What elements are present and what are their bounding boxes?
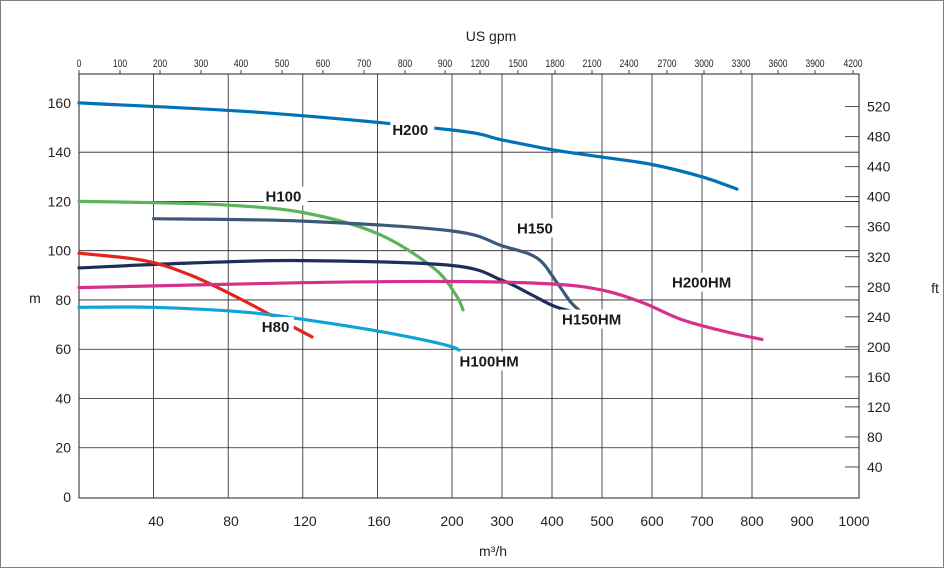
left-axis-tick-label: 140 bbox=[48, 144, 72, 160]
top-axis-tick-label: 1500 bbox=[508, 58, 528, 70]
top-axis-tick-label: 2700 bbox=[657, 58, 677, 70]
right-axis-tick-label: 200 bbox=[867, 339, 891, 355]
left-axis-ticks: 160 140 120 100 80 60 40 20 0 bbox=[48, 95, 72, 505]
top-axis-tick-label: 200 bbox=[153, 58, 168, 70]
left-axis-tick-label: 60 bbox=[55, 341, 71, 357]
top-axis-tick-label: 600 bbox=[316, 58, 331, 70]
bottom-axis-tick-label: 900 bbox=[790, 513, 814, 529]
bottom-axis-tick-label: 80 bbox=[223, 513, 239, 529]
right-axis-title: ft bbox=[931, 280, 939, 296]
bottom-axis-tick-label: 160 bbox=[367, 513, 391, 529]
right-axis-tick-label: 400 bbox=[867, 189, 891, 205]
top-axis-tick-label: 3600 bbox=[768, 58, 788, 70]
top-axis-tick-label: 100 bbox=[113, 58, 128, 70]
curve-h100hm bbox=[77, 305, 462, 356]
series-labels: H200 H100 H150 H150HM H80 H200HM H100HM bbox=[259, 119, 734, 371]
top-axis-tick-label: 1200 bbox=[470, 58, 490, 70]
bottom-axis-title: m³/h bbox=[479, 543, 507, 559]
curve-h150 bbox=[152, 217, 587, 317]
series-label-h100hm: H100HM bbox=[460, 353, 519, 370]
left-axis-tick-label: 40 bbox=[55, 390, 71, 406]
right-axis-tick-label: 360 bbox=[867, 219, 891, 235]
top-axis-tick-label: 300 bbox=[194, 58, 209, 70]
bottom-axis-tick-label: 500 bbox=[590, 513, 614, 529]
curve-h150hm bbox=[77, 258, 589, 317]
curve-h100 bbox=[77, 199, 465, 312]
bottom-axis-tick-label: 800 bbox=[740, 513, 764, 529]
right-axis-tick-label: 80 bbox=[867, 429, 883, 445]
bottom-axis-tick-label: 400 bbox=[540, 513, 564, 529]
bottom-axis-tick-label: 120 bbox=[293, 513, 317, 529]
top-axis-tick-label: 2400 bbox=[619, 58, 639, 70]
top-axis-tick-label: 900 bbox=[438, 58, 453, 70]
right-axis-tick-label: 480 bbox=[867, 129, 891, 145]
bottom-axis-tick-label: 700 bbox=[690, 513, 714, 529]
label-bg-h100 bbox=[263, 186, 308, 206]
series-label-h150: H150 bbox=[517, 220, 553, 237]
series-label-h200hm: H200HM bbox=[672, 275, 731, 292]
label-bg-h80 bbox=[259, 316, 294, 336]
right-axis-tick-label: 520 bbox=[867, 99, 891, 115]
top-axis-tick-label: 4200 bbox=[843, 58, 863, 70]
bottom-axis-tick-label: 40 bbox=[148, 513, 164, 529]
right-axis-tick-label: 280 bbox=[867, 279, 891, 295]
left-axis-tick-label: 0 bbox=[63, 489, 71, 505]
label-bg-h150 bbox=[515, 218, 559, 238]
right-axis-tick-label: 160 bbox=[867, 369, 891, 385]
right-axis-tick-label: 40 bbox=[867, 459, 883, 475]
right-axis-tick-label: 320 bbox=[867, 249, 891, 265]
top-axis-tick-label: 500 bbox=[275, 58, 290, 70]
bottom-axis-tick-label: 200 bbox=[440, 513, 464, 529]
bottom-axis-tick-label: 1000 bbox=[838, 513, 869, 529]
left-axis-tick-label: 160 bbox=[48, 95, 72, 111]
label-bg-h100hm bbox=[457, 351, 522, 371]
top-axis-tick-label: 700 bbox=[357, 58, 372, 70]
grid bbox=[79, 74, 859, 498]
top-axis-ticks: 0 100 200 300 400 500 600 700 800 900 1200 1500 1800… bbox=[77, 58, 863, 74]
left-axis-tick-label: 80 bbox=[55, 292, 71, 308]
right-axis-tick-label: 240 bbox=[867, 309, 891, 325]
bottom-axis-ticks: 40 80 120 160 200 300 400 500 600 700 800 900 1000 bbox=[148, 513, 870, 529]
series-label-h200: H200 bbox=[392, 122, 428, 139]
bottom-axis-tick-label: 300 bbox=[490, 513, 514, 529]
left-axis-tick-label: 100 bbox=[48, 243, 72, 259]
right-axis-ticks: 520 480 440 400 360 320 280 240 200 160 120 80 40 bbox=[845, 99, 891, 475]
right-axis-tick-label: 120 bbox=[867, 399, 891, 415]
top-axis-tick-label: 0 bbox=[77, 58, 82, 70]
series-label-h80: H80 bbox=[262, 319, 290, 336]
curve-h200 bbox=[77, 101, 739, 191]
top-axis-tick-label: 800 bbox=[398, 58, 413, 70]
left-axis-tick-label: 120 bbox=[48, 193, 72, 209]
label-bg-h200 bbox=[390, 119, 435, 139]
label-bg-h200hm bbox=[670, 272, 734, 292]
top-axis-tick-label: 3300 bbox=[731, 58, 751, 70]
top-axis-tick-label: 2100 bbox=[582, 58, 602, 70]
top-axis-tick-label: 1800 bbox=[545, 58, 565, 70]
left-axis-tick-label: 20 bbox=[55, 440, 71, 456]
series-label-h100: H100 bbox=[266, 188, 302, 205]
left-axis-title: m bbox=[29, 290, 41, 306]
curve-h200hm bbox=[77, 279, 764, 341]
top-axis-tick-label: 400 bbox=[234, 58, 249, 70]
series-label-h150hm: H150HM bbox=[562, 312, 621, 329]
label-bg-h150hm bbox=[560, 309, 624, 329]
bottom-axis-tick-label: 600 bbox=[640, 513, 664, 529]
top-axis-title: US gpm bbox=[466, 28, 517, 44]
top-axis-tick-label: 3000 bbox=[694, 58, 714, 70]
top-axis-tick-label: 3900 bbox=[805, 58, 825, 70]
right-axis-tick-label: 440 bbox=[867, 159, 891, 175]
series-curves bbox=[77, 101, 764, 356]
